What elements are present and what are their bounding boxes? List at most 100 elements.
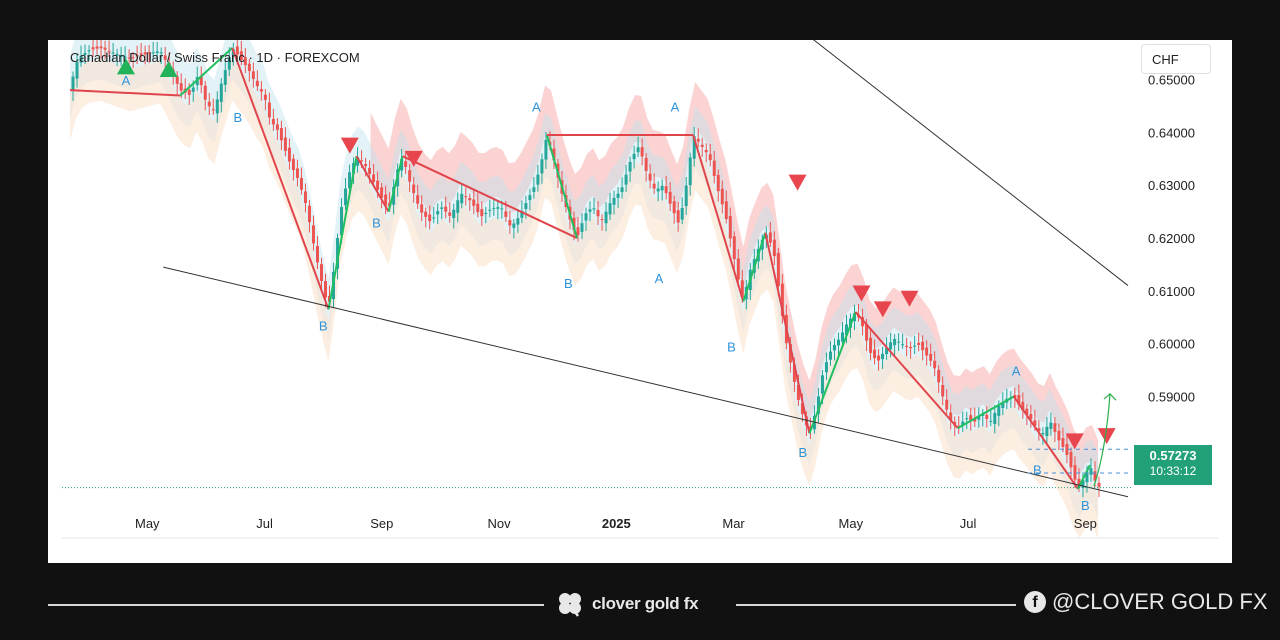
candle-body: [255, 80, 259, 87]
swing-line: [854, 311, 959, 429]
sell-signal-icon: [1097, 428, 1116, 445]
candle-body: [712, 160, 716, 176]
candle-body: [869, 337, 873, 353]
candle-body: [885, 347, 889, 355]
price-chart[interactable]: A B B B A B A A B B A B B 0.65000 0.64000 0.63000 0.6200…: [48, 40, 1232, 563]
footer-divider-right: [736, 604, 1016, 606]
candle-body: [380, 187, 384, 198]
candle-body: [336, 238, 340, 269]
candle-body: [412, 184, 416, 194]
candle-body: [877, 355, 881, 361]
candle-body: [259, 89, 263, 92]
y-tick-label: 0.63000: [1148, 178, 1195, 193]
candle-body: [211, 109, 215, 111]
candle-body: [592, 208, 596, 210]
wave-label: B: [372, 215, 381, 230]
candle-body: [624, 174, 628, 185]
swing-line: [231, 47, 330, 310]
swing-line: [402, 155, 578, 239]
candle-body: [364, 164, 368, 167]
bar-countdown: 10:33:12: [1149, 464, 1197, 478]
candle-body: [199, 75, 203, 86]
candle-body: [873, 349, 877, 359]
candle-body: [235, 46, 239, 55]
candle-body: [159, 52, 163, 54]
x-tick-label: Jul: [960, 516, 977, 531]
candle-body: [496, 207, 500, 209]
candle-body: [175, 76, 179, 84]
wave-label: B: [727, 340, 736, 355]
candle-body: [596, 209, 600, 217]
candle-body: [480, 209, 484, 217]
candle-body: [672, 201, 676, 214]
candle-body: [207, 101, 211, 107]
candle-body: [155, 51, 159, 54]
candle-body: [203, 85, 207, 100]
candle-body: [311, 225, 315, 244]
candle-body: [115, 53, 119, 56]
candle-body: [147, 52, 151, 54]
candle-body: [123, 56, 127, 58]
candle-body: [492, 208, 496, 210]
wave-label: B: [564, 276, 573, 291]
candle-body: [344, 188, 348, 206]
candle-body: [263, 94, 267, 100]
candle-body: [295, 168, 299, 178]
candle-body: [368, 167, 372, 175]
candle-body: [740, 280, 744, 298]
candle-body: [484, 212, 488, 214]
candle-body: [816, 396, 820, 414]
candle-body: [700, 144, 704, 147]
sell-signal-icon: [340, 137, 359, 154]
wave-label: A: [1012, 363, 1021, 378]
currency-label[interactable]: CHF: [1141, 44, 1211, 74]
candle-body: [131, 57, 135, 59]
candle-body: [528, 195, 532, 201]
candle-body: [1081, 480, 1085, 488]
candle-body: [949, 412, 953, 421]
buy-signal-icon: [159, 61, 178, 78]
candle-body: [279, 128, 283, 141]
candle-body: [664, 186, 668, 194]
candle-body: [832, 344, 836, 351]
candle-body: [732, 236, 736, 260]
candle-body: [275, 124, 279, 130]
candle-body: [512, 223, 516, 228]
swing-line: [764, 232, 811, 434]
candle-body: [408, 170, 412, 182]
candle-body: [917, 342, 921, 345]
candle-body: [323, 281, 327, 298]
candle-body: [91, 47, 95, 50]
candle-body: [680, 207, 684, 220]
wave-label: B: [1033, 463, 1042, 478]
candle-body: [921, 341, 925, 351]
candle-body: [977, 416, 981, 420]
candle-body: [1065, 443, 1069, 455]
wave-label: B: [319, 318, 328, 333]
candle-body: [652, 183, 656, 189]
candle-body: [540, 159, 544, 174]
candle-body: [881, 353, 885, 360]
y-tick-label: 0.59000: [1148, 389, 1195, 404]
candle-body: [376, 180, 380, 190]
swing-line: [327, 155, 358, 310]
candle-body: [416, 195, 420, 204]
candle-body: [716, 174, 720, 192]
projection-arrow: [1093, 393, 1111, 487]
candle-body: [1029, 414, 1033, 420]
x-tick-label: Mar: [722, 516, 745, 531]
candle-body: [901, 344, 905, 346]
candle-body: [828, 351, 832, 360]
footer-brand: clover gold fx: [556, 590, 699, 618]
wave-label: B: [1081, 498, 1090, 513]
candle-body: [436, 211, 440, 215]
footer-social[interactable]: f @CLOVER GOLD FX: [1024, 588, 1268, 616]
swing-line: [69, 89, 181, 97]
candle-body: [724, 201, 728, 220]
x-tick-label: Sep: [370, 516, 393, 531]
channel-lower-line: [163, 266, 1129, 498]
candle-body: [648, 173, 652, 181]
candle-body: [656, 188, 660, 192]
wave-label: B: [799, 445, 808, 460]
x-tick-label: Jul: [256, 516, 273, 531]
